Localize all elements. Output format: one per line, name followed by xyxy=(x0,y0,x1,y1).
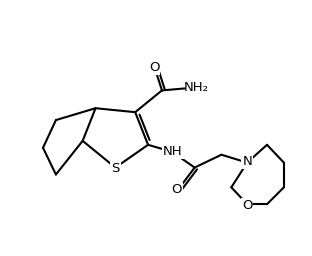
Text: N: N xyxy=(242,155,252,168)
Text: S: S xyxy=(111,162,119,175)
Text: NH₂: NH₂ xyxy=(184,81,209,94)
Text: O: O xyxy=(149,61,159,74)
Text: O: O xyxy=(172,183,182,196)
Text: O: O xyxy=(242,199,252,212)
Text: NH: NH xyxy=(163,145,183,158)
